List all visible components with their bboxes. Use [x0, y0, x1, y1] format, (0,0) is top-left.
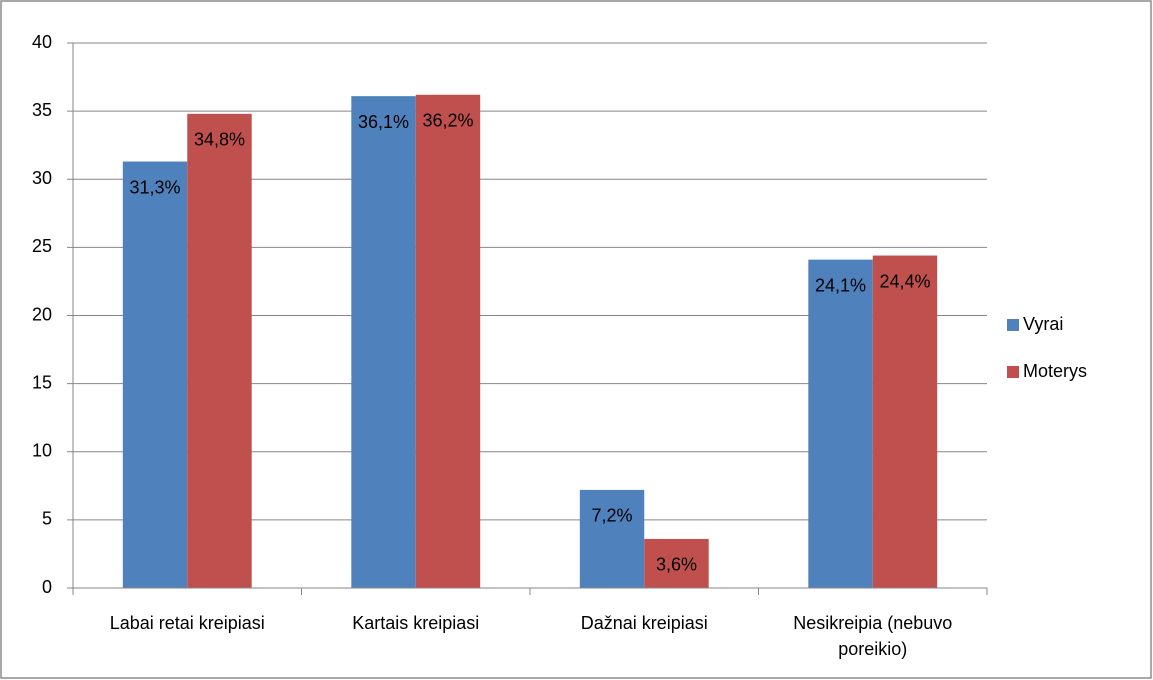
x-tick-label-box: Nesikreipia (nebuvo poreikio) — [793, 613, 953, 659]
bar — [122, 161, 188, 588]
y-tick-label: 40 — [32, 32, 52, 52]
bar — [187, 113, 252, 588]
y-tick-label: 30 — [32, 168, 52, 188]
x-tick-label: Labai retai kreipiasi — [109, 613, 265, 633]
data-label: 34,8% — [194, 130, 245, 150]
x-tick-label-box: Dažnai kreipiasi — [580, 613, 708, 633]
data-label: 3,6% — [656, 555, 697, 575]
y-tick-label: 10 — [32, 441, 52, 461]
legend-label: Vyrai — [1023, 314, 1063, 334]
x-tick-label-box: Labai retai kreipiasi — [109, 613, 265, 633]
x-tick-label: Nesikreipia (nebuvo poreikio) — [793, 613, 953, 659]
legend-label: Moterys — [1023, 361, 1087, 381]
x-tick-label: Dažnai kreipiasi — [580, 613, 708, 633]
data-label: 7,2% — [592, 506, 633, 526]
y-tick-label: 0 — [42, 577, 52, 597]
data-label: 24,1% — [815, 275, 866, 295]
y-tick-label: 25 — [32, 236, 52, 256]
bar — [872, 255, 938, 589]
bar — [644, 538, 709, 588]
bar — [808, 259, 873, 588]
data-label: 24,4% — [879, 271, 930, 291]
x-tick-label-box: Kartais kreipiasi — [352, 613, 480, 633]
y-tick-label: 15 — [32, 372, 52, 392]
x-tick-label: Kartais kreipiasi — [352, 613, 480, 633]
bar — [351, 96, 416, 588]
data-label: 36,2% — [422, 111, 473, 131]
y-tick-label: 35 — [32, 100, 52, 120]
legend-swatch — [1007, 366, 1019, 378]
bar — [415, 94, 481, 589]
y-tick-label: 5 — [42, 509, 52, 529]
y-tick-label: 20 — [32, 304, 52, 324]
legend-swatch — [1007, 319, 1019, 331]
data-label: 31,3% — [130, 177, 181, 197]
data-label: 36,1% — [358, 112, 409, 132]
bar — [579, 489, 645, 588]
